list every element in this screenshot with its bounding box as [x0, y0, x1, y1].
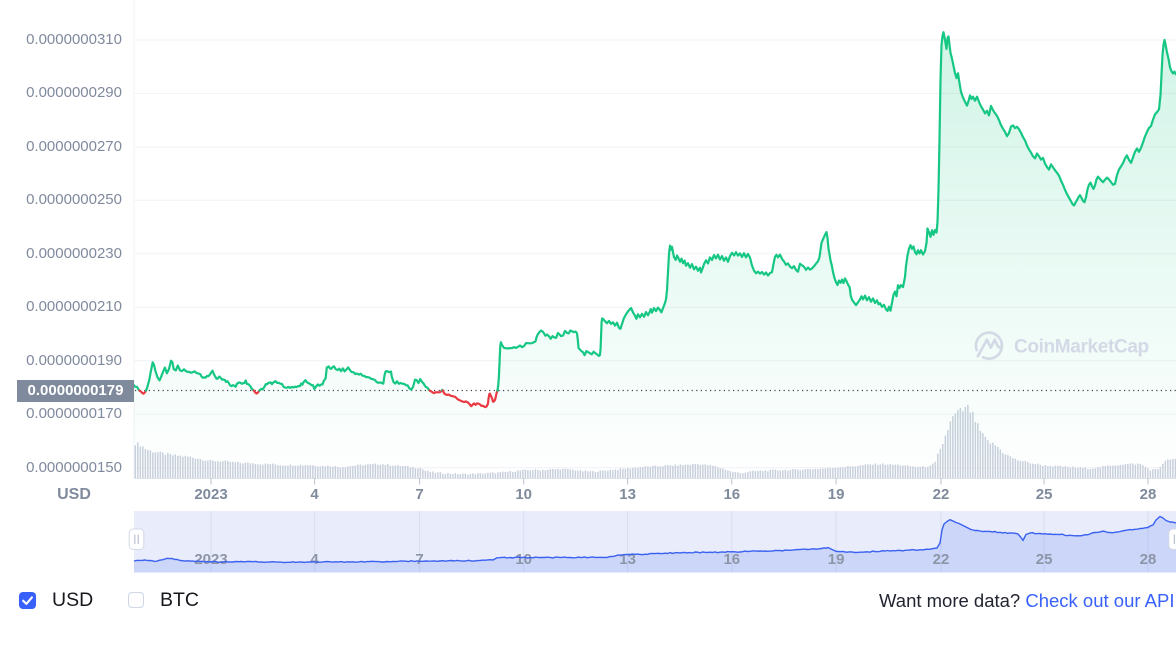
svg-text:7: 7	[415, 551, 423, 568]
svg-text:4: 4	[310, 551, 319, 568]
svg-text:10: 10	[515, 551, 532, 568]
svg-text:28: 28	[1140, 551, 1157, 568]
svg-text:19: 19	[828, 551, 845, 568]
svg-text:CoinMarketCap: CoinMarketCap	[1014, 337, 1149, 358]
svg-text:16: 16	[723, 551, 740, 568]
svg-text:2023: 2023	[194, 551, 227, 568]
svg-text:25: 25	[1036, 551, 1053, 568]
svg-text:22: 22	[933, 551, 950, 568]
